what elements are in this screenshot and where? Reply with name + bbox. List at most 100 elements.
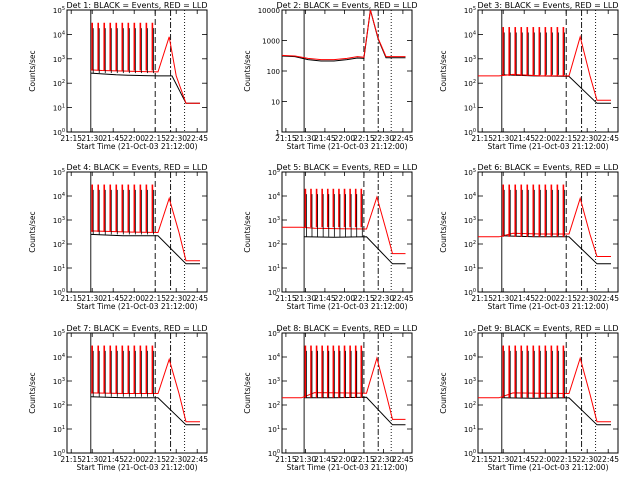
x-tick-label: 22:45 — [186, 134, 208, 143]
series-line-events — [304, 396, 406, 426]
x-tick-label: 22:45 — [597, 134, 619, 143]
y-axis-label: Counts/sec — [28, 50, 37, 91]
x-tick-label: 21:45 — [314, 455, 336, 464]
y-tick-label: 1000 — [262, 38, 280, 46]
y-tick-label: 101 — [464, 104, 476, 113]
y-tick-label: 102 — [53, 401, 65, 410]
x-axis-label: Start Time (21-Oct-03 21:12:00) — [76, 463, 197, 472]
y-tick-label: 100 — [268, 288, 280, 297]
y-tick-label: 100 — [53, 288, 65, 297]
y-tick-label: 104 — [464, 192, 476, 201]
y-tick-label: 105 — [268, 168, 280, 177]
series-line-lld — [282, 195, 406, 255]
y-tick-label: 101 — [464, 264, 476, 273]
x-tick-label: 22:00 — [123, 294, 145, 303]
series-line-lld — [478, 34, 611, 101]
x-tick-label: 22:15 — [353, 294, 375, 303]
x-tick-label: 21:15 — [275, 134, 297, 143]
chart-panel-det-5: Det 5: BLACK = Events, RED = LLD21:1521:… — [243, 163, 417, 311]
y-tick-label: 101 — [53, 264, 65, 273]
y-tick-label: 102 — [268, 240, 280, 249]
y-tick-label: 101 — [53, 425, 65, 434]
x-tick-label: 22:00 — [123, 134, 145, 143]
x-tick-label: 22:15 — [555, 134, 577, 143]
series-line-events — [90, 396, 200, 426]
y-tick-label: 102 — [268, 401, 280, 410]
y-tick-label: 104 — [268, 192, 280, 201]
x-tick-label: 21:45 — [513, 294, 535, 303]
y-axis-label: Counts/sec — [28, 372, 37, 413]
plot-frame — [477, 332, 619, 454]
chart-title: Det 8: BLACK = Events, RED = LLD — [277, 324, 418, 333]
x-axis-label: Start Time (21-Oct-03 21:12:00) — [76, 142, 197, 151]
y-tick-label: 103 — [53, 377, 65, 386]
x-axis-label: Start Time (21-Oct-03 21:12:00) — [487, 142, 608, 151]
x-tick-label: 22:00 — [123, 455, 145, 464]
x-tick-label: 22:00 — [334, 134, 356, 143]
y-tick-label: 103 — [53, 55, 65, 64]
x-tick-label: 21:45 — [102, 294, 124, 303]
y-tick-label: 105 — [53, 329, 65, 338]
x-tick-label: 21:15 — [471, 134, 493, 143]
y-tick-label: 104 — [53, 30, 65, 39]
y-tick-label: 103 — [268, 377, 280, 386]
y-tick-label: 105 — [464, 168, 476, 177]
y-tick-label: 103 — [464, 216, 476, 225]
x-tick-label: 21:30 — [81, 455, 103, 464]
y-tick-label: 105 — [53, 168, 65, 177]
y-tick-label: 103 — [464, 377, 476, 386]
y-tick-label: 100 — [464, 128, 476, 137]
x-tick-label: 22:30 — [373, 134, 395, 143]
y-tick-label: 101 — [464, 425, 476, 434]
plot-frame — [477, 9, 619, 133]
x-tick-label: 22:45 — [186, 455, 208, 464]
x-tick-label: 21:30 — [492, 455, 514, 464]
chart-title: Det 2: BLACK = Events, RED = LLD — [277, 1, 418, 10]
x-tick-label: 22:45 — [597, 294, 619, 303]
x-tick-label: 21:15 — [275, 455, 297, 464]
y-tick-label: 102 — [464, 240, 476, 249]
y-axis-label: Counts/sec — [439, 50, 448, 91]
y-tick-label: 100 — [53, 128, 65, 137]
plot-frame — [477, 171, 619, 293]
x-tick-label: 22:00 — [534, 455, 556, 464]
chart-title: Det 1: BLACK = Events, RED = LLD — [67, 1, 208, 10]
x-tick-label: 21:45 — [314, 134, 336, 143]
series-line-lld — [478, 356, 611, 423]
plot-frame — [66, 332, 208, 454]
x-tick-label: 21:15 — [471, 294, 493, 303]
chart-panel-det-8: Det 8: BLACK = Events, RED = LLD 21:15 21:… — [243, 324, 417, 472]
x-tick-label: 22:15 — [144, 134, 166, 143]
plot-frame — [281, 332, 413, 454]
y-axis-label: Counts/sec — [243, 50, 252, 91]
series-line-events — [501, 397, 611, 426]
x-axis-label: Start Time (21-Oct-03 21:12:00) — [487, 463, 608, 472]
x-tick-label: 22:30 — [165, 455, 187, 464]
series-line-events — [90, 72, 200, 104]
plot-frame — [66, 9, 208, 133]
x-tick-label: 21:45 — [314, 294, 336, 303]
x-tick-label: 22:00 — [534, 134, 556, 143]
chart-title: Det 9: BLACK = Events, RED = LLD — [478, 324, 619, 333]
x-tick-label: 21:30 — [492, 294, 514, 303]
x-tick-label: 22:45 — [186, 294, 208, 303]
series-line-events — [501, 235, 611, 265]
x-tick-label: 22:15 — [555, 455, 577, 464]
x-tick-label: 21:45 — [102, 134, 124, 143]
series-line-events — [304, 236, 406, 265]
chart-panel-det-2: Det 2: BLACK = Events, RED = LLD 21:15 21:… — [243, 1, 417, 151]
x-tick-label: 22:30 — [165, 134, 187, 143]
y-tick-label: 101 — [268, 264, 280, 273]
y-tick-label: 10 — [271, 99, 280, 107]
x-tick-label: 22:45 — [392, 455, 414, 464]
chart-title: Det 5: BLACK = Events, RED = LLD — [277, 163, 418, 172]
y-axis-label: Counts/sec — [439, 211, 448, 252]
x-axis-label: Start Time (21-Oct-03 21:12:00) — [286, 463, 407, 472]
series-line-lld — [90, 357, 200, 423]
x-tick-label: 21:15 — [60, 294, 82, 303]
x-tick-label: 22:15 — [555, 294, 577, 303]
